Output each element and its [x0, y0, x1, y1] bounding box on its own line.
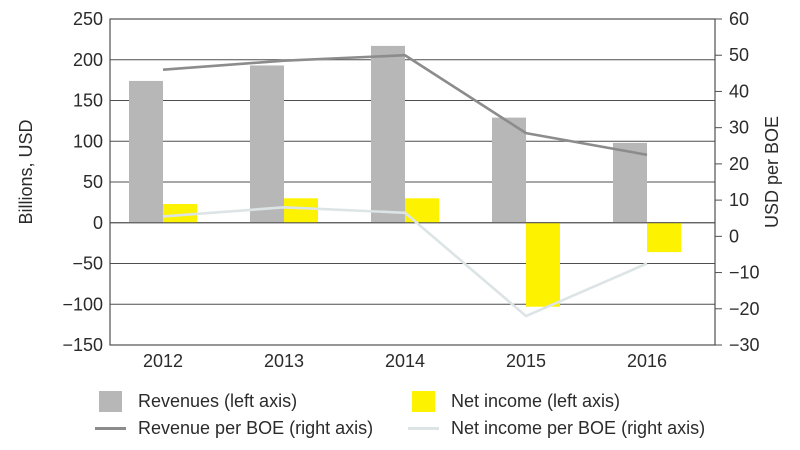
right-axis-tick-label: 0 — [729, 226, 739, 246]
net-income-swatch-box — [408, 391, 439, 412]
left-axis-title: Billions, USD — [16, 119, 36, 225]
x-axis-year-label: 2015 — [506, 351, 546, 371]
plot-frame — [109, 18, 716, 346]
legend-label-revenue-per-boe: Revenue per BOE (right axis) — [138, 418, 374, 438]
net-income-per-boe-swatch-box — [408, 427, 439, 430]
left-axis-tick-label: −150 — [62, 335, 103, 355]
right-axis-tick-label: 40 — [729, 81, 749, 101]
left-axis-tick-label: −100 — [62, 294, 103, 314]
left-axis-tick-label: 150 — [73, 91, 103, 111]
legend-label-net-income-per-boe: Net income per BOE (right axis) — [451, 418, 706, 438]
left-axis-tick-label: 100 — [73, 131, 103, 151]
legend-item-net-income: Net income (left axis) — [408, 388, 705, 415]
legend-label-net-income: Net income (left axis) — [451, 391, 621, 411]
chart-plot-area: 250200150100500−50−100−1506050403020100−… — [62, 9, 760, 371]
revenues-swatch-box — [95, 391, 126, 412]
revenues-bar-2013 — [250, 65, 284, 223]
left-axis-tick-label: 0 — [93, 213, 103, 233]
net-income-per-boe-line-swatch-icon — [408, 427, 439, 430]
right-axis-tick-label: 30 — [729, 118, 749, 138]
right-axis-tick-label: 10 — [729, 190, 749, 210]
right-axis-tick-label: −30 — [729, 335, 760, 355]
x-axis-year-label: 2012 — [143, 351, 183, 371]
right-axis-tick-label: 20 — [729, 154, 749, 174]
right-axis-tick-label: 50 — [729, 45, 749, 65]
revenues-bar-2016 — [613, 142, 647, 223]
left-axis-tick-label: −50 — [72, 254, 103, 274]
net-income-bar-2015 — [526, 222, 560, 307]
legend-label-revenues: Revenues (left axis) — [138, 391, 298, 411]
left-axis-tick-label: 250 — [73, 9, 103, 29]
x-axis-year-label: 2014 — [385, 351, 425, 371]
net-income-bar-2012 — [163, 204, 197, 223]
net-income-bar-2013 — [284, 198, 318, 223]
right-axis-tick-label: 60 — [729, 9, 749, 29]
right-axis-tick-label: −10 — [729, 263, 760, 283]
revenues-bar-2012 — [129, 80, 163, 223]
legend-item-revenues: Revenues (left axis) — [95, 388, 408, 415]
net-income-bar-2016 — [647, 222, 681, 253]
net-income-per-boe-line — [162, 206, 648, 318]
x-axis-year-label: 2013 — [264, 351, 304, 371]
revenue-per-boe-line-swatch-icon — [95, 427, 126, 430]
right-axis-title: USD per BOE — [762, 115, 782, 229]
revenues-bar-2015 — [492, 117, 526, 223]
left-axis-tick-label: 200 — [73, 50, 103, 70]
revenue-per-boe-line — [162, 53, 648, 157]
legend-item-net-income-per-boe: Net income per BOE (right axis) — [408, 415, 705, 442]
revenues-bar-swatch-icon — [99, 391, 122, 412]
legend-item-revenue-per-boe: Revenue per BOE (right axis) — [95, 415, 408, 442]
net-income-bar-2014 — [405, 198, 439, 223]
legend: Revenues (left axis) Net income (left ax… — [95, 388, 705, 442]
x-axis-year-label: 2016 — [627, 351, 667, 371]
revenues-bar-2014 — [371, 45, 405, 223]
net-income-bar-swatch-icon — [412, 391, 435, 412]
right-axis-tick-label: −20 — [729, 299, 760, 319]
left-axis-tick-label: 50 — [83, 172, 103, 192]
revenue-per-boe-swatch-box — [95, 427, 126, 430]
